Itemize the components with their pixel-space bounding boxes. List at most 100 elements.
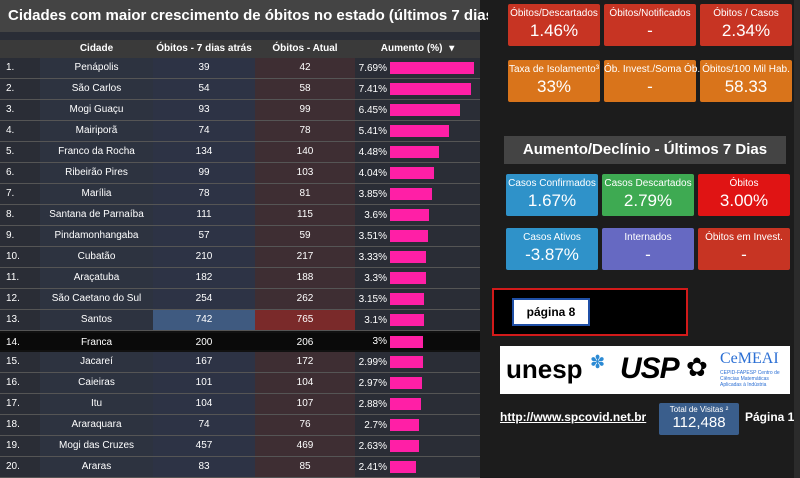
row-now: 85 (255, 457, 355, 477)
kpi-value: 2.79% (623, 191, 673, 210)
row-before: 200 (153, 333, 255, 350)
row-city: Araçatuba (40, 268, 153, 288)
table-row[interactable]: 9. Pindamonhangaba 57 59 3.51% (0, 226, 480, 247)
header-increase-label: Aumento (%) (380, 43, 443, 54)
row-index: 4. (0, 121, 40, 141)
kpi-card: Óbitos/Notificados - (604, 4, 696, 46)
cemeai-logo: CeMEAI (720, 350, 779, 367)
row-increase-pct: 2.7% (364, 419, 387, 431)
row-increase: 3.3% (355, 268, 480, 288)
kpi-value: 33% (536, 77, 572, 96)
row-increase: 2.97% (355, 373, 480, 393)
row-city: São Carlos (40, 79, 153, 99)
row-increase-bar (390, 62, 474, 74)
pager-box: página 8 (492, 288, 688, 336)
kpi-label: Óbitos / Casos (713, 8, 779, 19)
table-row[interactable]: 3. Mogi Guaçu 93 99 6.45% (0, 100, 480, 121)
row-city: Penápolis (40, 58, 153, 78)
scrollbar[interactable] (794, 0, 800, 478)
table-row[interactable]: 1. Penápolis 39 42 7.69% (0, 58, 480, 79)
row-now: 42 (255, 58, 355, 78)
kpi-label: Casos Ativos (523, 232, 581, 243)
table-row[interactable]: 10. Cubatão 210 217 3.33% (0, 247, 480, 268)
row-index: 3. (0, 100, 40, 120)
row-before: 101 (153, 373, 255, 393)
row-increase-bar (390, 167, 434, 179)
row-increase-pct: 4.04% (358, 167, 387, 179)
row-now: 99 (255, 100, 355, 120)
row-increase: 2.63% (355, 436, 480, 456)
row-before: 104 (153, 394, 255, 414)
row-index: 16. (0, 373, 40, 393)
row-increase: 7.41% (355, 79, 480, 99)
site-link[interactable]: http://www.spcovid.net.br (500, 410, 647, 424)
table-row[interactable]: 15. Jacareí 167 172 2.99% (0, 352, 480, 373)
row-increase-bar (390, 419, 419, 431)
kpi-card: Casos Descartados 2.79% (602, 174, 694, 216)
table-row[interactable]: 16. Caieiras 101 104 2.97% (0, 373, 480, 394)
row-increase: 3.15% (355, 289, 480, 309)
kpi-card: Internados - (602, 228, 694, 270)
table-row[interactable]: 13. Santos 742 765 3.1% (0, 310, 480, 331)
row-city: Franco da Rocha (40, 142, 153, 162)
table-row[interactable]: 20. Araras 83 85 2.41% (0, 457, 480, 478)
kpi-label: Casos Descartados (604, 178, 692, 189)
row-increase: 2.88% (355, 394, 480, 414)
row-now: 59 (255, 226, 355, 246)
row-city: Pindamonhangaba (40, 226, 153, 246)
table-row[interactable]: 2. São Carlos 54 58 7.41% (0, 79, 480, 100)
table-row[interactable]: 7. Marília 78 81 3.85% (0, 184, 480, 205)
row-increase-bar (390, 314, 424, 326)
kpi-value: 1.46% (529, 21, 579, 40)
header-now[interactable]: Óbitos - Atual (272, 43, 338, 54)
row-increase: 2.7% (355, 415, 480, 435)
row-increase: 4.04% (355, 163, 480, 183)
kpi-card: Ób. Invest./Soma Ób. - (604, 60, 700, 102)
row-before: 39 (153, 58, 255, 78)
row-increase-bar (390, 377, 422, 389)
header-city[interactable]: Cidade (79, 43, 114, 54)
table-row[interactable]: 19. Mogi das Cruzes 457 469 2.63% (0, 436, 480, 457)
row-city: Santos (40, 310, 153, 330)
cemeai-subtitle: CEPID-FAPESP Centro de Ciências Matemáti… (720, 370, 780, 388)
header-before[interactable]: Óbitos - 7 dias atrás (156, 43, 252, 54)
table-row[interactable]: 6. Ribeirão Pires 99 103 4.04% (0, 163, 480, 184)
row-now: 206 (255, 333, 355, 350)
row-increase-bar (390, 272, 426, 284)
row-city: Jacareí (40, 352, 153, 372)
sort-desc-icon[interactable]: ▾ (449, 43, 455, 54)
table-row[interactable]: 12. São Caetano do Sul 254 262 3.15% (0, 289, 480, 310)
table-header: Cidade Óbitos - 7 dias atrás Óbitos - At… (0, 40, 480, 58)
page-8-button[interactable]: página 8 (512, 298, 590, 326)
table-row[interactable]: 5. Franco da Rocha 134 140 4.48% (0, 142, 480, 163)
kpi-value: 3.00% (719, 191, 769, 210)
row-increase-bar (390, 146, 439, 158)
row-index: 15. (0, 352, 40, 372)
visits-label: Total de Visitas ² (669, 405, 729, 414)
row-now: 188 (255, 268, 355, 288)
kpi-card: Óbitos em Invest. - (698, 228, 790, 270)
table-row[interactable]: 8. Santana de Parnaíba 111 115 3.6% (0, 205, 480, 226)
row-increase-bar (390, 230, 428, 242)
table-row[interactable]: 18. Araraquara 74 76 2.7% (0, 415, 480, 436)
table-row[interactable]: 4. Mairiporã 74 78 5.41% (0, 121, 480, 142)
table-row[interactable]: 11. Araçatuba 182 188 3.3% (0, 268, 480, 289)
row-city: Araras (40, 457, 153, 477)
row-now: 217 (255, 247, 355, 267)
header-increase[interactable]: Aumento (%) ▾ (355, 40, 480, 58)
row-before: 57 (153, 226, 255, 246)
row-increase-pct: 2.99% (358, 356, 387, 368)
table-row[interactable]: 14. Franca 200 206 3% (0, 331, 480, 352)
row-increase: 7.69% (355, 58, 480, 78)
row-increase-pct: 3% (372, 336, 387, 347)
kpi-card: Casos Confirmados 1.67% (506, 174, 598, 216)
kpi-card: Óbitos 3.00% (698, 174, 790, 216)
row-increase-pct: 2.88% (358, 398, 387, 410)
table-row[interactable]: 17. Itu 104 107 2.88% (0, 394, 480, 415)
row-now: 81 (255, 184, 355, 204)
row-increase-bar (390, 104, 460, 116)
row-before: 93 (153, 100, 255, 120)
row-now: 469 (255, 436, 355, 456)
row-increase: 3.51% (355, 226, 480, 246)
row-increase: 3% (355, 333, 480, 350)
